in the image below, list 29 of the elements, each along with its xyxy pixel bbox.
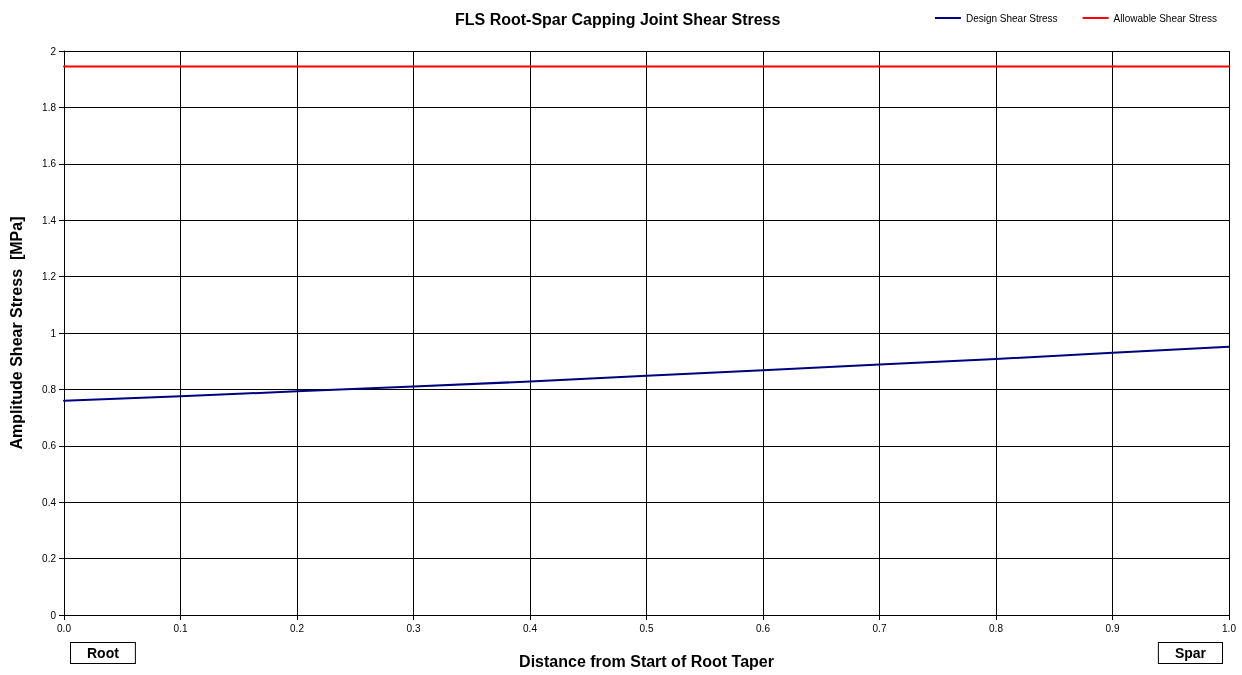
y-tick-label: 0.6 xyxy=(42,440,57,452)
y-tick-label: 0.8 xyxy=(42,383,57,395)
legend-label: Allowable Shear Stress xyxy=(1113,12,1218,24)
y-tick-label: 0 xyxy=(50,609,57,621)
x-tick-label: 0.7 xyxy=(872,622,887,634)
text: Root xyxy=(87,645,120,661)
x-tick-label: 0.6 xyxy=(756,622,771,634)
x-tick-label: 0.3 xyxy=(406,622,421,634)
y-axis-title: Amplitude Shear Stress [MPa] xyxy=(7,216,25,450)
y-tick-label: 0.4 xyxy=(42,496,57,508)
y-tick-label: 1.8 xyxy=(42,101,57,113)
y-tick-label: 1.2 xyxy=(42,271,57,283)
legend-label: Design Shear Stress xyxy=(965,12,1058,24)
chart-title: FLS Root-Spar Capping Joint Shear Stress xyxy=(455,10,781,28)
x-tick-label: 0.2 xyxy=(290,622,305,634)
x-tick-label: 0.8 xyxy=(989,622,1004,634)
x-tick-label: 0.0 xyxy=(57,622,72,634)
y-tick-label: 1.6 xyxy=(42,158,57,170)
x-tick-label: 0.4 xyxy=(523,622,538,634)
x-tick-label: 1.0 xyxy=(1222,622,1237,634)
x-tick-label: 0.1 xyxy=(173,622,188,634)
x-tick-label: 0.9 xyxy=(1105,622,1120,634)
y-tick-label: 1 xyxy=(50,327,57,339)
x-axis-title: Distance from Start of Root Taper xyxy=(519,652,774,670)
y-tick-label: 1.4 xyxy=(42,214,57,226)
y-tick-label: 2 xyxy=(50,45,57,57)
text: Spar xyxy=(1174,645,1207,661)
y-tick-label: 0.2 xyxy=(42,553,57,565)
x-tick-label: 0.5 xyxy=(639,622,654,634)
